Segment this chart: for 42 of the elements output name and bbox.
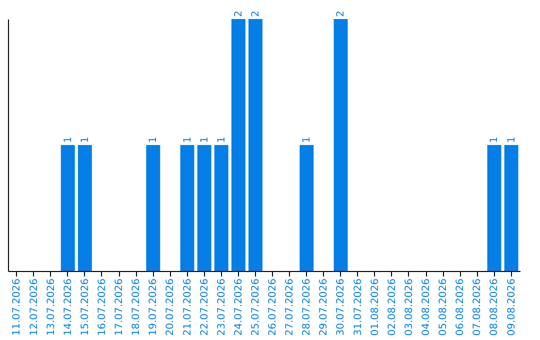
data-label: 2: [250, 10, 262, 17]
x-tick-label: 12.07.2026: [28, 278, 40, 336]
x-tick-label: 01.08.2026: [370, 278, 381, 336]
x-tick-label: 25.07.2026: [250, 278, 262, 336]
x-tick-label: 18.07.2026: [131, 278, 142, 336]
x-tick-label: 28.07.2026: [302, 278, 313, 336]
data-label: 1: [148, 136, 160, 143]
x-tick-label: 11.07.2026: [12, 278, 23, 336]
data-label: 2: [336, 10, 347, 17]
x-tick-label: 17.07.2026: [114, 278, 126, 336]
x-tick-label: 30.07.2026: [336, 278, 347, 336]
x-tick-label: 19.07.2026: [148, 278, 160, 336]
x-tick-label: 08.08.2026: [489, 278, 500, 336]
x-tick-label: 24.07.2026: [233, 278, 244, 336]
data-label: 1: [182, 136, 194, 143]
data-label: 1: [216, 136, 228, 143]
x-tick-label: 26.07.2026: [268, 278, 279, 336]
data-label: 2: [233, 10, 244, 17]
x-tick-label: 06.08.2026: [455, 278, 466, 336]
x-tick-label: 15.07.2026: [80, 278, 91, 336]
x-tick-label: 31.07.2026: [352, 278, 364, 336]
data-label: 1: [506, 136, 518, 143]
x-tick-label: 07.08.2026: [472, 278, 484, 336]
x-tick-label: 21.07.2026: [182, 278, 194, 336]
x-tick-label: 29.07.2026: [318, 278, 330, 336]
x-tick-label: 22.07.2026: [199, 278, 210, 336]
data-label: 1: [489, 136, 500, 143]
data-label: 1: [199, 136, 210, 143]
x-tick-label: 02.08.2026: [386, 278, 398, 336]
x-tick-label: 13.07.2026: [46, 278, 57, 336]
data-label: 1: [80, 136, 91, 143]
x-tick-label: 03.08.2026: [404, 278, 415, 336]
x-tick-label: 14.07.2026: [62, 278, 74, 336]
x-tick-label: 16.07.2026: [96, 278, 108, 336]
x-tick-label: 20.07.2026: [165, 278, 176, 336]
data-label: 1: [302, 136, 313, 143]
x-tick-label: 23.07.2026: [216, 278, 228, 336]
x-tick-label: 04.08.2026: [421, 278, 432, 336]
x-tick-label: 05.08.2026: [438, 278, 450, 336]
x-tick-label: 27.07.2026: [284, 278, 296, 336]
x-tick-label: 09.08.2026: [506, 278, 518, 336]
data-label: 1: [62, 136, 74, 143]
